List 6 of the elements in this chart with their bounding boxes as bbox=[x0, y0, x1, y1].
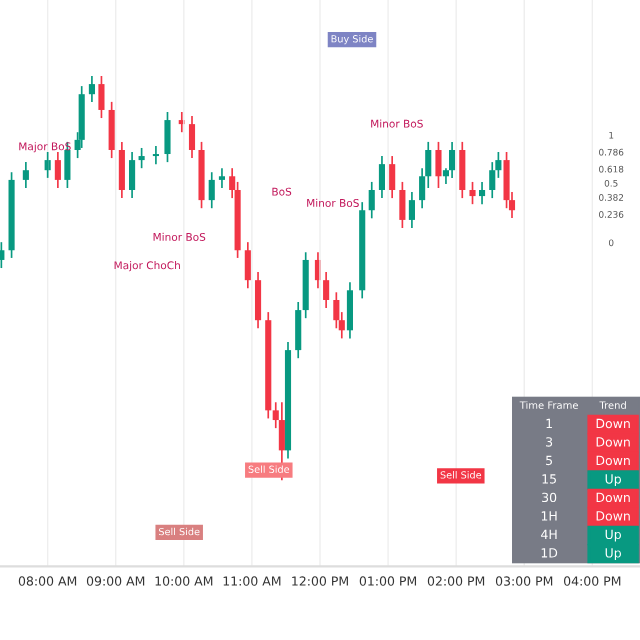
candlestick bbox=[98, 75, 105, 119]
candlestick bbox=[469, 181, 476, 205]
candlestick bbox=[198, 141, 205, 210]
candlestick bbox=[435, 141, 442, 189]
candlestick bbox=[164, 111, 171, 163]
candlestick bbox=[503, 151, 510, 210]
